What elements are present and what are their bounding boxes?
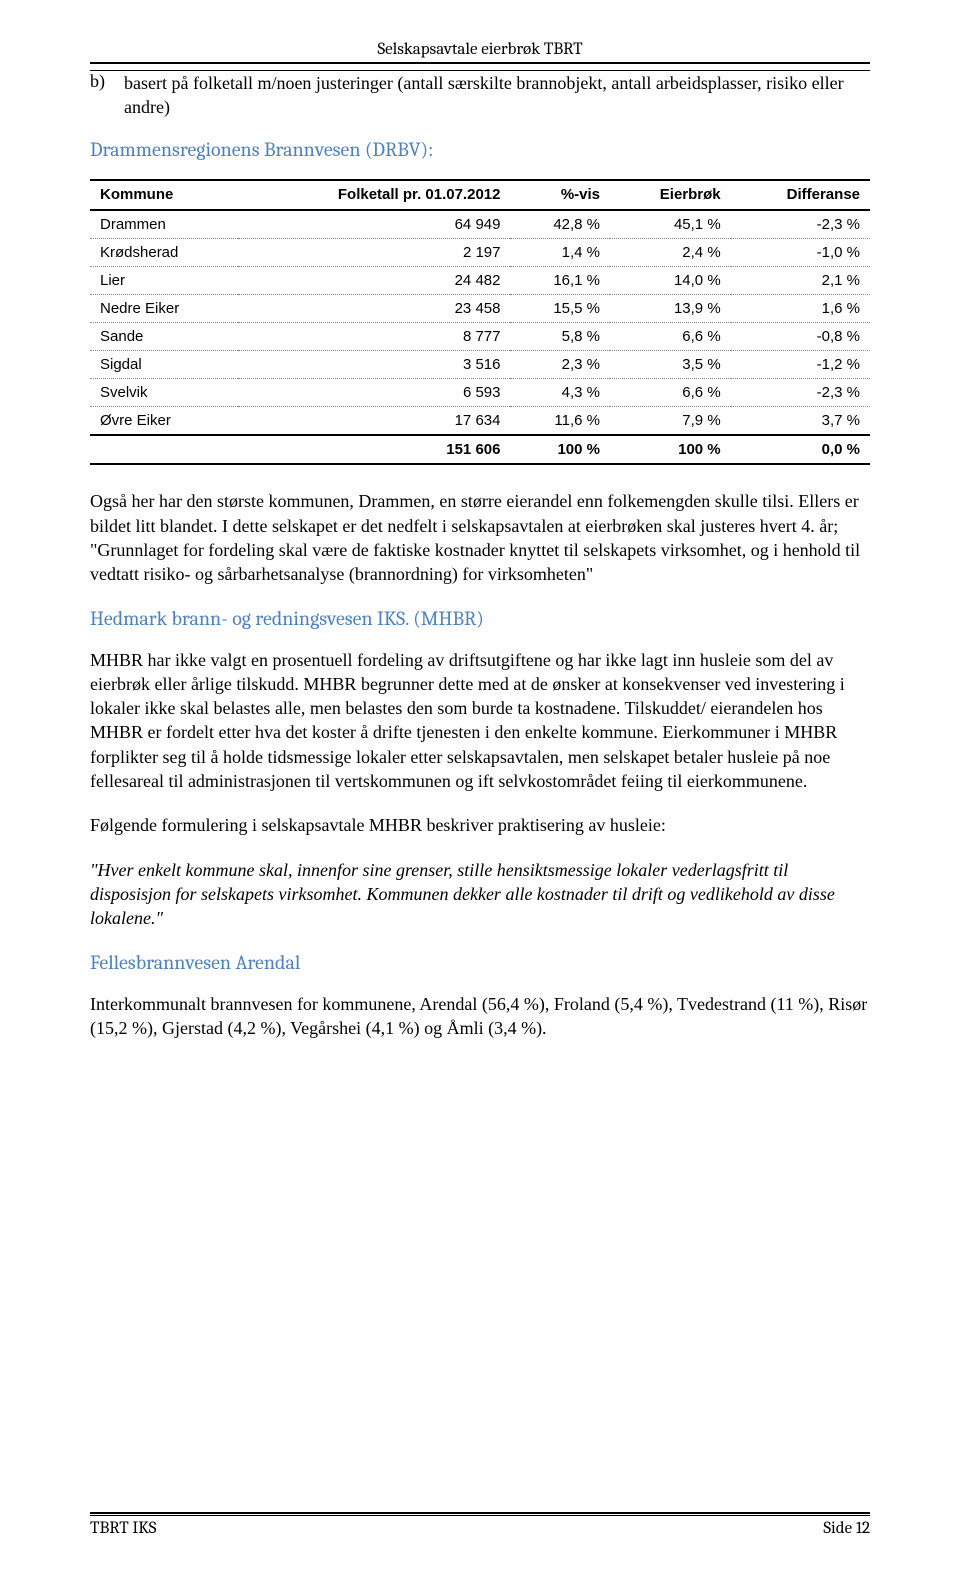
table-cell: Lier	[90, 267, 238, 295]
table-cell: 2 197	[238, 239, 510, 267]
footer-row: TBRT IKS Side 12	[90, 1519, 870, 1538]
table-row: Drammen64 94942,8 %45,1 %-2,3 %	[90, 210, 870, 239]
table-cell: -2,3 %	[731, 379, 870, 407]
list-text: basert på folketall m/noen justeringer (…	[124, 71, 870, 120]
running-head: Selskapsavtale eierbrøk TBRT	[90, 40, 870, 64]
heading-arendal: Fellesbrannvesen Arendal	[90, 951, 870, 974]
table-header-row: Kommune Folketall pr. 01.07.2012 %-vis E…	[90, 180, 870, 211]
table-cell: 23 458	[238, 295, 510, 323]
table-cell: 5,8 %	[510, 323, 610, 351]
table-cell: Øvre Eiker	[90, 407, 238, 436]
col-diff: Differanse	[731, 180, 870, 211]
table-row: Sande8 7775,8 %6,6 %-0,8 %	[90, 323, 870, 351]
table-cell: 17 634	[238, 407, 510, 436]
table-cell: 3,5 %	[610, 351, 731, 379]
table-cell: Sande	[90, 323, 238, 351]
col-kommune: Kommune	[90, 180, 238, 211]
table-cell: Krødsherad	[90, 239, 238, 267]
table-drbv: Kommune Folketall pr. 01.07.2012 %-vis E…	[90, 179, 870, 466]
table-cell: 16,1 %	[510, 267, 610, 295]
table-cell: 15,5 %	[510, 295, 610, 323]
table-cell: 11,6 %	[510, 407, 610, 436]
table-cell: 1,6 %	[731, 295, 870, 323]
table-cell: 2,3 %	[510, 351, 610, 379]
footer: TBRT IKS Side 12	[90, 1512, 870, 1538]
table-row: Lier24 48216,1 %14,0 %2,1 %	[90, 267, 870, 295]
table-cell	[90, 435, 238, 464]
table-cell: 6,6 %	[610, 379, 731, 407]
table-cell: 6 593	[238, 379, 510, 407]
table-cell: 1,4 %	[510, 239, 610, 267]
table-cell: -0,8 %	[731, 323, 870, 351]
paragraph-mhbr-1: MHBR har ikke valgt en prosentuell forde…	[90, 648, 870, 794]
table-cell: -2,3 %	[731, 210, 870, 239]
table-cell: Drammen	[90, 210, 238, 239]
table-cell: 3 516	[238, 351, 510, 379]
list-item-b: b) basert på folketall m/noen justeringe…	[90, 71, 870, 120]
page: Selskapsavtale eierbrøk TBRT b) basert p…	[0, 0, 960, 1580]
quote-mhbr: "Hver enkelt kommune skal, innenfor sine…	[90, 858, 870, 931]
table-cell: 6,6 %	[610, 323, 731, 351]
heading-mhbr: Hedmark brann- og redningsvesen IKS. (MH…	[90, 607, 870, 630]
paragraph-drbv: Også her har den største kommunen, Dramm…	[90, 489, 870, 586]
list-marker: b)	[90, 71, 124, 120]
running-head-wrap: Selskapsavtale eierbrøk TBRT	[90, 40, 870, 71]
table-cell: 3,7 %	[731, 407, 870, 436]
table-cell: 100 %	[610, 435, 731, 464]
table-cell: 100 %	[510, 435, 610, 464]
paragraph-mhbr-2: Følgende formulering i selskapsavtale MH…	[90, 813, 870, 837]
table-cell: 42,8 %	[510, 210, 610, 239]
footer-left: TBRT IKS	[90, 1519, 156, 1538]
table-cell: 13,9 %	[610, 295, 731, 323]
paragraph-arendal: Interkommunalt brannvesen for kommunene,…	[90, 992, 870, 1041]
table-cell: 2,1 %	[731, 267, 870, 295]
table-cell: Nedre Eiker	[90, 295, 238, 323]
table-cell: Svelvik	[90, 379, 238, 407]
table-cell: 14,0 %	[610, 267, 731, 295]
col-vis: %-vis	[510, 180, 610, 211]
table-cell: 8 777	[238, 323, 510, 351]
table-row: Nedre Eiker23 45815,5 %13,9 %1,6 %	[90, 295, 870, 323]
col-eierbrok: Eierbrøk	[610, 180, 731, 211]
table-cell: 64 949	[238, 210, 510, 239]
table-cell: 24 482	[238, 267, 510, 295]
table-cell: 45,1 %	[610, 210, 731, 239]
table-cell: -1,2 %	[731, 351, 870, 379]
table-row-total: 151 606100 %100 %0,0 %	[90, 435, 870, 464]
table-row: Sigdal3 5162,3 %3,5 %-1,2 %	[90, 351, 870, 379]
footer-line	[90, 1512, 870, 1516]
table-cell: Sigdal	[90, 351, 238, 379]
heading-drbv: Drammensregionens Brannvesen (DRBV):	[90, 138, 870, 161]
footer-right: Side 12	[823, 1519, 870, 1538]
table-cell: -1,0 %	[731, 239, 870, 267]
table-row: Krødsherad2 1971,4 %2,4 %-1,0 %	[90, 239, 870, 267]
table-row: Svelvik6 5934,3 %6,6 %-2,3 %	[90, 379, 870, 407]
table-row: Øvre Eiker17 63411,6 %7,9 %3,7 %	[90, 407, 870, 436]
table-cell: 0,0 %	[731, 435, 870, 464]
table-cell: 151 606	[238, 435, 510, 464]
table-cell: 7,9 %	[610, 407, 731, 436]
table-cell: 4,3 %	[510, 379, 610, 407]
table-cell: 2,4 %	[610, 239, 731, 267]
col-folketall: Folketall pr. 01.07.2012	[238, 180, 510, 211]
